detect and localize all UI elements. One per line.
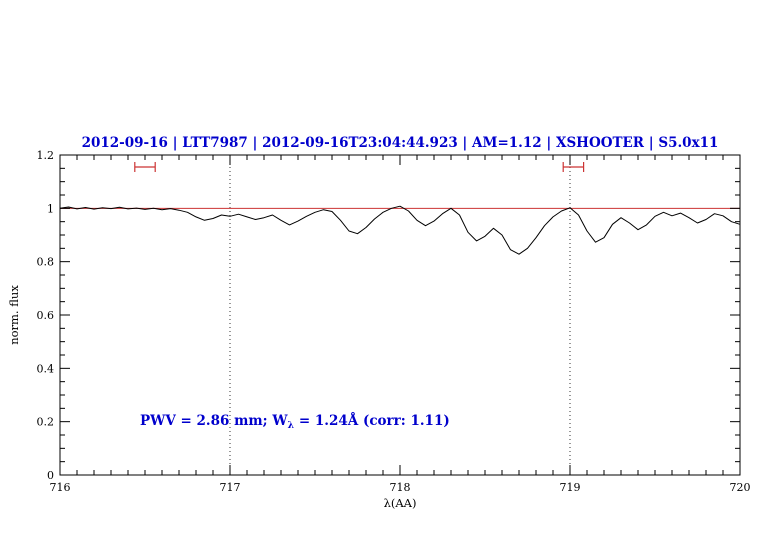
y-tick-label: 0.2 <box>37 416 55 429</box>
x-tick-label: 717 <box>220 481 241 494</box>
x-tick-label: 716 <box>50 481 71 494</box>
spectrum-line <box>59 205 741 255</box>
x-tick-label: 719 <box>560 481 581 494</box>
y-tick-label: 1.2 <box>37 149 55 162</box>
pwv-annotation-subscript: λ <box>288 420 295 431</box>
y-axis-label: norm. flux <box>7 285 21 345</box>
y-tick-label: 0 <box>47 469 54 482</box>
x-axis-label: λ(AA) <box>384 496 417 510</box>
plot-title: 2012-09-16 | LTT7987 | 2012-09-16T23:04:… <box>82 135 719 151</box>
x-tick-label: 720 <box>730 481 751 494</box>
pwv-annotation: PWV = 2.86 mm; Wλ = 1.24Å (corr: 1.11) <box>140 413 450 431</box>
y-tick-label: 0.6 <box>37 309 55 322</box>
y-tick-label: 1 <box>47 202 54 215</box>
y-tick-label: 0.4 <box>37 362 55 375</box>
pwv-annotation-part1: PWV = 2.86 mm; W <box>140 413 288 429</box>
y-tick-label: 0.8 <box>37 256 55 269</box>
plot-content: 716 717 718 719 720 0 0.2 0.4 0.6 0.8 1 1.2 <box>37 149 751 494</box>
x-tick-label: 718 <box>390 481 411 494</box>
pwv-annotation-part2: = 1.24Å (corr: 1.11) <box>294 413 450 429</box>
